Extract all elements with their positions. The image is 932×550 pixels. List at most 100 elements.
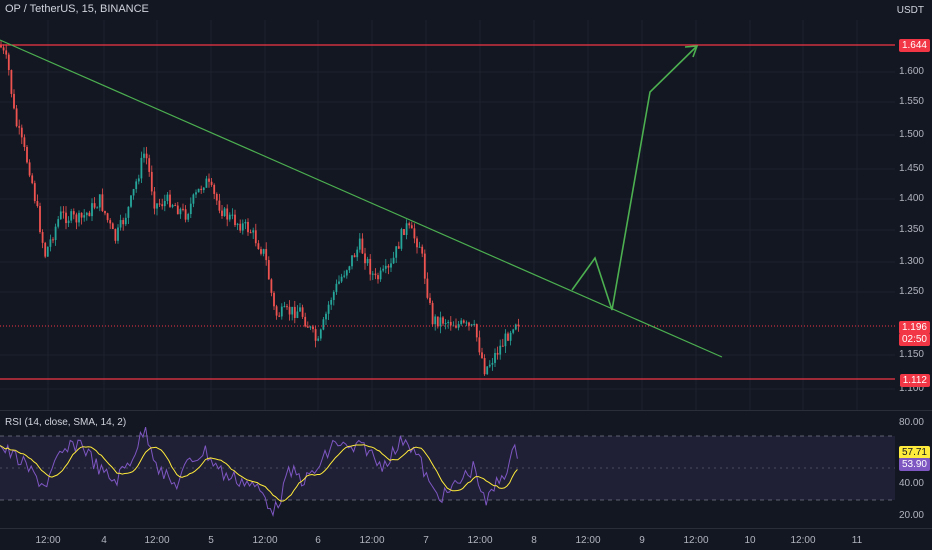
candle-body bbox=[179, 208, 182, 215]
candle-body bbox=[156, 203, 158, 209]
candle-body bbox=[221, 210, 223, 216]
candle-body bbox=[283, 306, 286, 308]
candle-body bbox=[176, 205, 179, 215]
candle-body bbox=[169, 194, 171, 207]
candle-body bbox=[382, 268, 385, 271]
candle-body bbox=[460, 320, 463, 325]
candle-body bbox=[65, 212, 67, 224]
candle-body bbox=[293, 306, 296, 318]
candle-body bbox=[189, 203, 192, 215]
rsi-band bbox=[0, 436, 895, 500]
candle-body bbox=[122, 220, 125, 225]
candle-body bbox=[280, 306, 283, 317]
candle-body bbox=[208, 178, 210, 182]
time-tick: 12:00 bbox=[35, 535, 61, 546]
time-tick: 12:00 bbox=[252, 535, 278, 546]
candle-body bbox=[449, 321, 452, 326]
candle-body bbox=[228, 214, 231, 220]
price-tick: 1.250 bbox=[898, 286, 924, 297]
time-tick: 12:00 bbox=[575, 535, 601, 546]
candle-body bbox=[195, 192, 197, 195]
candle-body bbox=[161, 204, 164, 207]
candle-body bbox=[247, 221, 249, 233]
candle-body bbox=[33, 183, 36, 202]
price-tick: 1.300 bbox=[898, 256, 924, 267]
candle-body bbox=[384, 265, 387, 269]
candle-body bbox=[358, 238, 361, 250]
rsi-tick-20: 20.00 bbox=[898, 510, 924, 521]
currency-label: USDT bbox=[896, 5, 924, 16]
current-price-tag: 1.196 bbox=[898, 321, 930, 334]
candle-body bbox=[325, 313, 327, 320]
candle-body bbox=[457, 324, 460, 328]
candle-body bbox=[54, 226, 57, 241]
candle-body bbox=[481, 352, 483, 359]
candle-body bbox=[88, 212, 91, 217]
candle-body bbox=[26, 146, 28, 163]
candle-body bbox=[494, 352, 496, 363]
candle-body bbox=[421, 246, 424, 254]
candle-body bbox=[231, 214, 234, 216]
price-tick: 1.400 bbox=[898, 193, 924, 204]
candle-body bbox=[96, 207, 99, 209]
candle-body bbox=[483, 358, 486, 375]
candle-body bbox=[496, 352, 499, 355]
candle-body bbox=[70, 211, 73, 221]
price-chart[interactable] bbox=[0, 0, 932, 410]
candle-body bbox=[85, 212, 88, 216]
candle-body bbox=[286, 306, 288, 308]
candle-body bbox=[114, 229, 117, 241]
candle-body bbox=[377, 275, 379, 280]
rsi-sma-value-tag: 53.90 bbox=[898, 458, 930, 471]
candle-body bbox=[265, 249, 268, 261]
rsi-chart[interactable] bbox=[0, 411, 932, 526]
candle-body bbox=[345, 270, 348, 276]
candle-body bbox=[335, 283, 338, 292]
candle-body bbox=[488, 364, 491, 367]
candle-body bbox=[132, 189, 135, 196]
symbol-legend[interactable]: OP / TetherUS, 15, BINANCE bbox=[5, 3, 149, 15]
candle-body bbox=[403, 229, 405, 235]
candle-body bbox=[41, 232, 44, 243]
candle-body bbox=[140, 157, 143, 179]
candle-body bbox=[434, 316, 437, 325]
time-tick: 8 bbox=[531, 535, 537, 546]
candle-body bbox=[28, 162, 31, 176]
candle-body bbox=[52, 239, 54, 241]
candle-body bbox=[44, 242, 47, 257]
rsi-tick-40: 40.00 bbox=[898, 478, 924, 489]
candle-body bbox=[36, 201, 39, 207]
candle-body bbox=[330, 300, 333, 305]
candle-body bbox=[46, 246, 49, 257]
candle-body bbox=[23, 137, 26, 147]
projection-arrowhead bbox=[684, 45, 699, 58]
candle-body bbox=[361, 238, 364, 254]
candle-body bbox=[371, 273, 374, 275]
candle-body bbox=[215, 193, 218, 201]
candle-body bbox=[442, 317, 444, 324]
candle-body bbox=[512, 329, 515, 333]
candle-body bbox=[0, 45, 2, 48]
candle-body bbox=[278, 315, 281, 317]
candle-body bbox=[5, 50, 8, 55]
candle-body bbox=[72, 211, 75, 215]
candle-body bbox=[262, 249, 265, 254]
candle-body bbox=[416, 238, 418, 248]
time-tick: 11 bbox=[851, 535, 863, 546]
pane-divider[interactable] bbox=[0, 410, 932, 411]
candle-body bbox=[109, 220, 112, 224]
candle-body bbox=[197, 188, 200, 193]
candle-body bbox=[210, 181, 213, 185]
candle-body bbox=[348, 266, 351, 271]
candle-body bbox=[223, 208, 226, 216]
time-tick: 12:00 bbox=[683, 535, 709, 546]
candle-body bbox=[499, 345, 502, 355]
candle-body bbox=[338, 281, 340, 284]
candle-body bbox=[241, 223, 244, 231]
projection-arrow-path bbox=[571, 45, 698, 311]
candle-body bbox=[455, 325, 457, 328]
rsi-legend[interactable]: RSI (14, close, SMA, 14, 2) bbox=[5, 417, 127, 428]
candle-body bbox=[351, 255, 353, 267]
time-tick: 9 bbox=[639, 535, 645, 546]
candle-body bbox=[431, 302, 434, 325]
